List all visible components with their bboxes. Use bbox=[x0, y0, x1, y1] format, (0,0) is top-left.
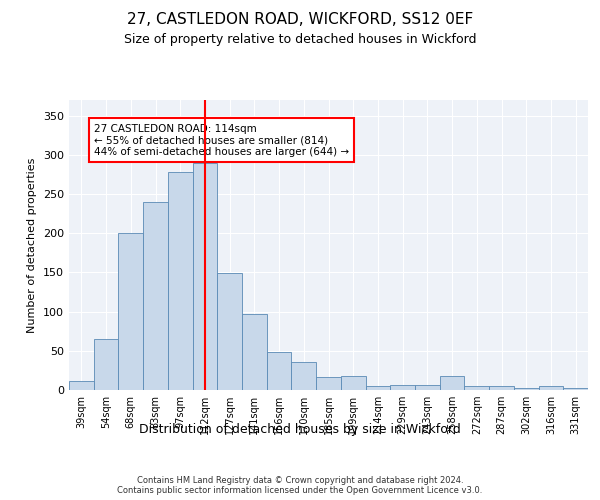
Bar bbox=[341, 376, 365, 390]
Bar bbox=[539, 386, 563, 390]
Bar bbox=[168, 172, 193, 390]
Bar bbox=[514, 388, 539, 390]
Bar bbox=[390, 384, 415, 390]
Text: Distribution of detached houses by size in Wickford: Distribution of detached houses by size … bbox=[139, 422, 461, 436]
Text: Contains HM Land Registry data © Crown copyright and database right 2024.
Contai: Contains HM Land Registry data © Crown c… bbox=[118, 476, 482, 495]
Bar bbox=[118, 233, 143, 390]
Bar bbox=[440, 376, 464, 390]
Bar bbox=[415, 384, 440, 390]
Text: Size of property relative to detached houses in Wickford: Size of property relative to detached ho… bbox=[124, 32, 476, 46]
Bar bbox=[563, 388, 588, 390]
Bar bbox=[242, 314, 267, 390]
Bar bbox=[267, 352, 292, 390]
Bar bbox=[316, 376, 341, 390]
Text: 27, CASTLEDON ROAD, WICKFORD, SS12 0EF: 27, CASTLEDON ROAD, WICKFORD, SS12 0EF bbox=[127, 12, 473, 28]
Bar bbox=[464, 386, 489, 390]
Bar bbox=[489, 386, 514, 390]
Bar bbox=[94, 339, 118, 390]
Bar bbox=[69, 380, 94, 390]
Bar bbox=[143, 202, 168, 390]
Bar bbox=[193, 162, 217, 390]
Text: 27 CASTLEDON ROAD: 114sqm
← 55% of detached houses are smaller (814)
44% of semi: 27 CASTLEDON ROAD: 114sqm ← 55% of detac… bbox=[94, 124, 349, 156]
Bar bbox=[365, 386, 390, 390]
Bar bbox=[217, 273, 242, 390]
Bar bbox=[292, 362, 316, 390]
Y-axis label: Number of detached properties: Number of detached properties bbox=[28, 158, 37, 332]
